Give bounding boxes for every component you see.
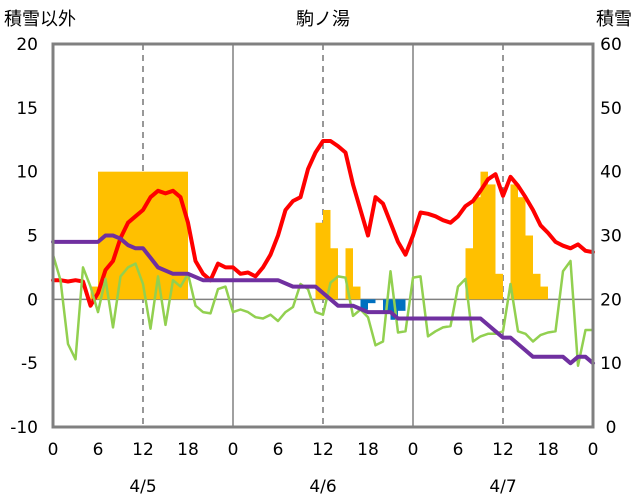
x-tick-label: 18 bbox=[537, 440, 559, 460]
plot-frame bbox=[51, 42, 595, 429]
bar-layer bbox=[90, 171, 548, 320]
bar-0-15 bbox=[330, 248, 338, 300]
series-line-2 bbox=[51, 139, 595, 308]
y-left-tick-label: 5 bbox=[27, 227, 38, 247]
bar-0-18 bbox=[465, 248, 473, 300]
bar-0-26 bbox=[533, 273, 541, 300]
x-tick-label: 12 bbox=[132, 440, 154, 460]
y-left-tick-label: 15 bbox=[16, 99, 38, 119]
bar-0-1 bbox=[98, 171, 106, 300]
y-left-tick-label: 10 bbox=[16, 163, 38, 183]
bar-0-5 bbox=[128, 171, 136, 300]
bar-0-19 bbox=[473, 197, 481, 300]
bar-0-16 bbox=[345, 248, 353, 300]
x-tick-label: 0 bbox=[228, 440, 239, 460]
x-tick-label: 18 bbox=[177, 440, 199, 460]
y-right-tick-label: 20 bbox=[600, 290, 622, 310]
y-right-tick-label: 10 bbox=[600, 354, 622, 374]
bar-0-24 bbox=[518, 197, 526, 300]
date-labels: 4/5 4/6 4/7 bbox=[129, 477, 516, 497]
bar-0-8 bbox=[150, 171, 158, 300]
bar-0-12 bbox=[180, 171, 188, 300]
bar-0-0 bbox=[90, 286, 98, 300]
bar-0-11 bbox=[173, 171, 181, 300]
x-tick-label: 18 bbox=[357, 440, 379, 460]
y-right-tick-label: 0 bbox=[606, 418, 617, 438]
y-right-tick-label: 50 bbox=[600, 99, 622, 119]
bar-0-22 bbox=[495, 273, 503, 300]
y-axis-right-ticks: 0 10 20 30 40 50 60 bbox=[600, 35, 622, 438]
bar-0-23 bbox=[510, 184, 518, 300]
y-left-tick-label: 20 bbox=[16, 35, 38, 55]
y-axis-right-label: 積雪 bbox=[596, 9, 632, 30]
bar-0-14 bbox=[323, 209, 331, 300]
line-layer bbox=[51, 139, 595, 367]
bar-0-13 bbox=[315, 222, 323, 300]
date-label: 4/7 bbox=[489, 477, 516, 497]
x-axis-ticks: 0 6 12 18 0 6 12 18 0 6 12 18 0 bbox=[48, 440, 599, 460]
bar-0-10 bbox=[165, 171, 173, 300]
y-left-tick-label: -5 bbox=[21, 354, 38, 374]
x-tick-label: 6 bbox=[93, 440, 104, 460]
y-right-tick-label: 60 bbox=[600, 35, 622, 55]
bar-0-20 bbox=[480, 171, 488, 300]
bar-0-6 bbox=[135, 171, 143, 300]
bar-0-9 bbox=[158, 171, 166, 300]
y-right-tick-label: 40 bbox=[600, 163, 622, 183]
x-tick-label: 12 bbox=[312, 440, 334, 460]
chart-title: 駒ノ湯 bbox=[296, 9, 350, 30]
x-tick-label: 6 bbox=[273, 440, 284, 460]
y-axis-left-label: 積雪以外 bbox=[4, 9, 76, 30]
date-label: 4/6 bbox=[309, 477, 336, 497]
series-line-3 bbox=[51, 253, 595, 367]
y-axis-left-ticks: -10 -5 0 5 10 15 20 bbox=[10, 35, 38, 438]
x-tick-label: 0 bbox=[408, 440, 419, 460]
y-left-tick-label: 0 bbox=[27, 290, 38, 310]
x-tick-label: 0 bbox=[588, 440, 599, 460]
bar-0-21 bbox=[488, 184, 496, 300]
y-left-tick-label: -10 bbox=[10, 418, 38, 438]
x-tick-label: 12 bbox=[492, 440, 514, 460]
series-line-4 bbox=[51, 233, 595, 366]
date-label: 4/5 bbox=[129, 477, 156, 497]
x-tick-label: 6 bbox=[453, 440, 464, 460]
bar-0-27 bbox=[540, 286, 548, 300]
bar-1-1 bbox=[368, 299, 376, 304]
x-tick-label: 0 bbox=[48, 440, 59, 460]
bar-0-25 bbox=[525, 235, 533, 300]
bar-0-17 bbox=[353, 286, 361, 300]
bar-0-4 bbox=[120, 171, 128, 300]
bar-1-4 bbox=[398, 299, 406, 311]
y-right-tick-label: 30 bbox=[600, 227, 622, 247]
bar-1-0 bbox=[360, 299, 368, 310]
bar-0-7 bbox=[143, 171, 151, 300]
